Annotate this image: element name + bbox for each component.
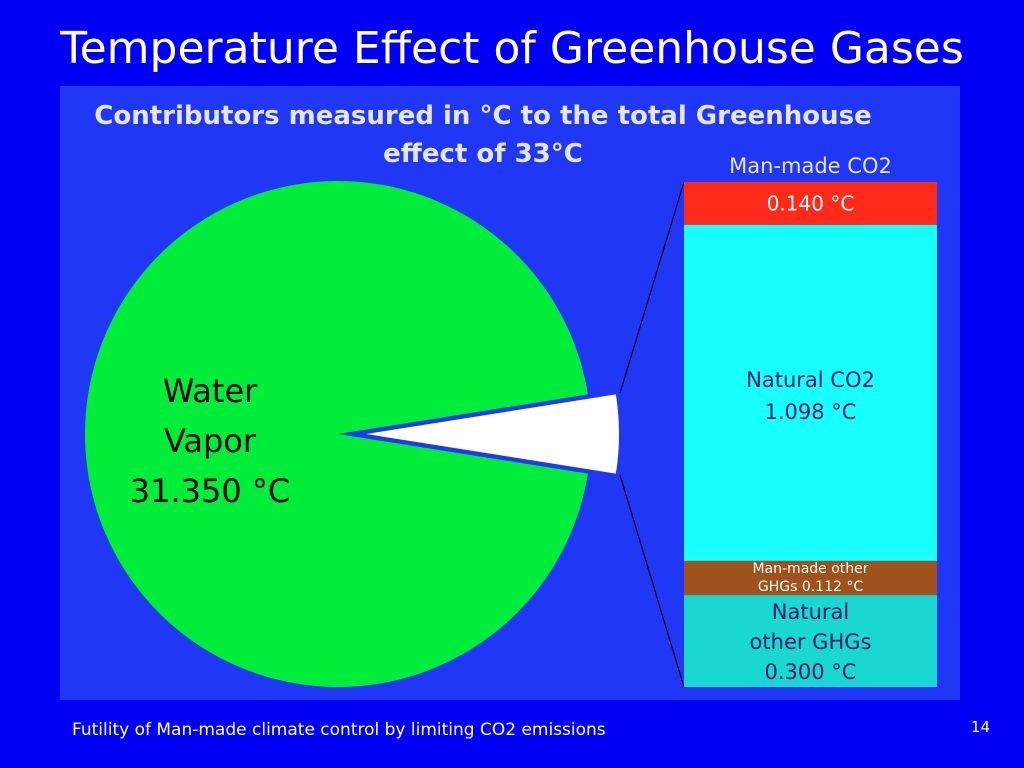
bar-segment-label: GHGs 0.112 °C: [758, 579, 863, 595]
chart-title-line-2: effect of 33°C: [383, 139, 583, 169]
pie-slice-other: [366, 394, 620, 474]
bar-segment: [684, 595, 937, 687]
pie-slice-label-line: Water: [163, 372, 258, 410]
bar-segment-label: Man-made other: [752, 561, 868, 577]
bar-segment-label: 0.140 °C: [767, 191, 855, 215]
bar-segment: [684, 560, 937, 596]
slide-title: Temperature Effect of Greenhouse Gases: [60, 23, 964, 74]
bar-segment-label: Natural: [772, 600, 849, 624]
pie-slice-label-line: 31.350 °C: [130, 472, 290, 510]
chart-title-line-1: Contributors measured in °C to the total…: [94, 101, 872, 131]
bar-segment-label: Natural CO2: [746, 368, 875, 392]
connector-line-bottom: [619, 474, 685, 688]
page-number: 14: [970, 718, 990, 736]
connector-line-top: [619, 181, 685, 394]
stacked-bar: Man-made CO2 0.140 °C Natural CO2 1.098 °C M…: [684, 154, 937, 687]
bar-segment-label: 1.098 °C: [765, 400, 857, 424]
bar-segment-label: 0.300 °C: [765, 660, 857, 684]
pie-slice-water-vapor: [85, 181, 588, 688]
bar-segment: [684, 224, 937, 561]
pie-slice-label-line: Vapor: [164, 422, 257, 460]
bar-top-label: Man-made CO2: [729, 154, 892, 178]
bar-segment-label: other GHGs: [750, 630, 872, 654]
bar-segment: [684, 182, 937, 225]
pie-chart: Water Vapor 31.350 °C: [85, 181, 620, 688]
connector-lines: [619, 181, 685, 688]
footer-text: Futility of Man-made climate control by …: [72, 720, 606, 740]
